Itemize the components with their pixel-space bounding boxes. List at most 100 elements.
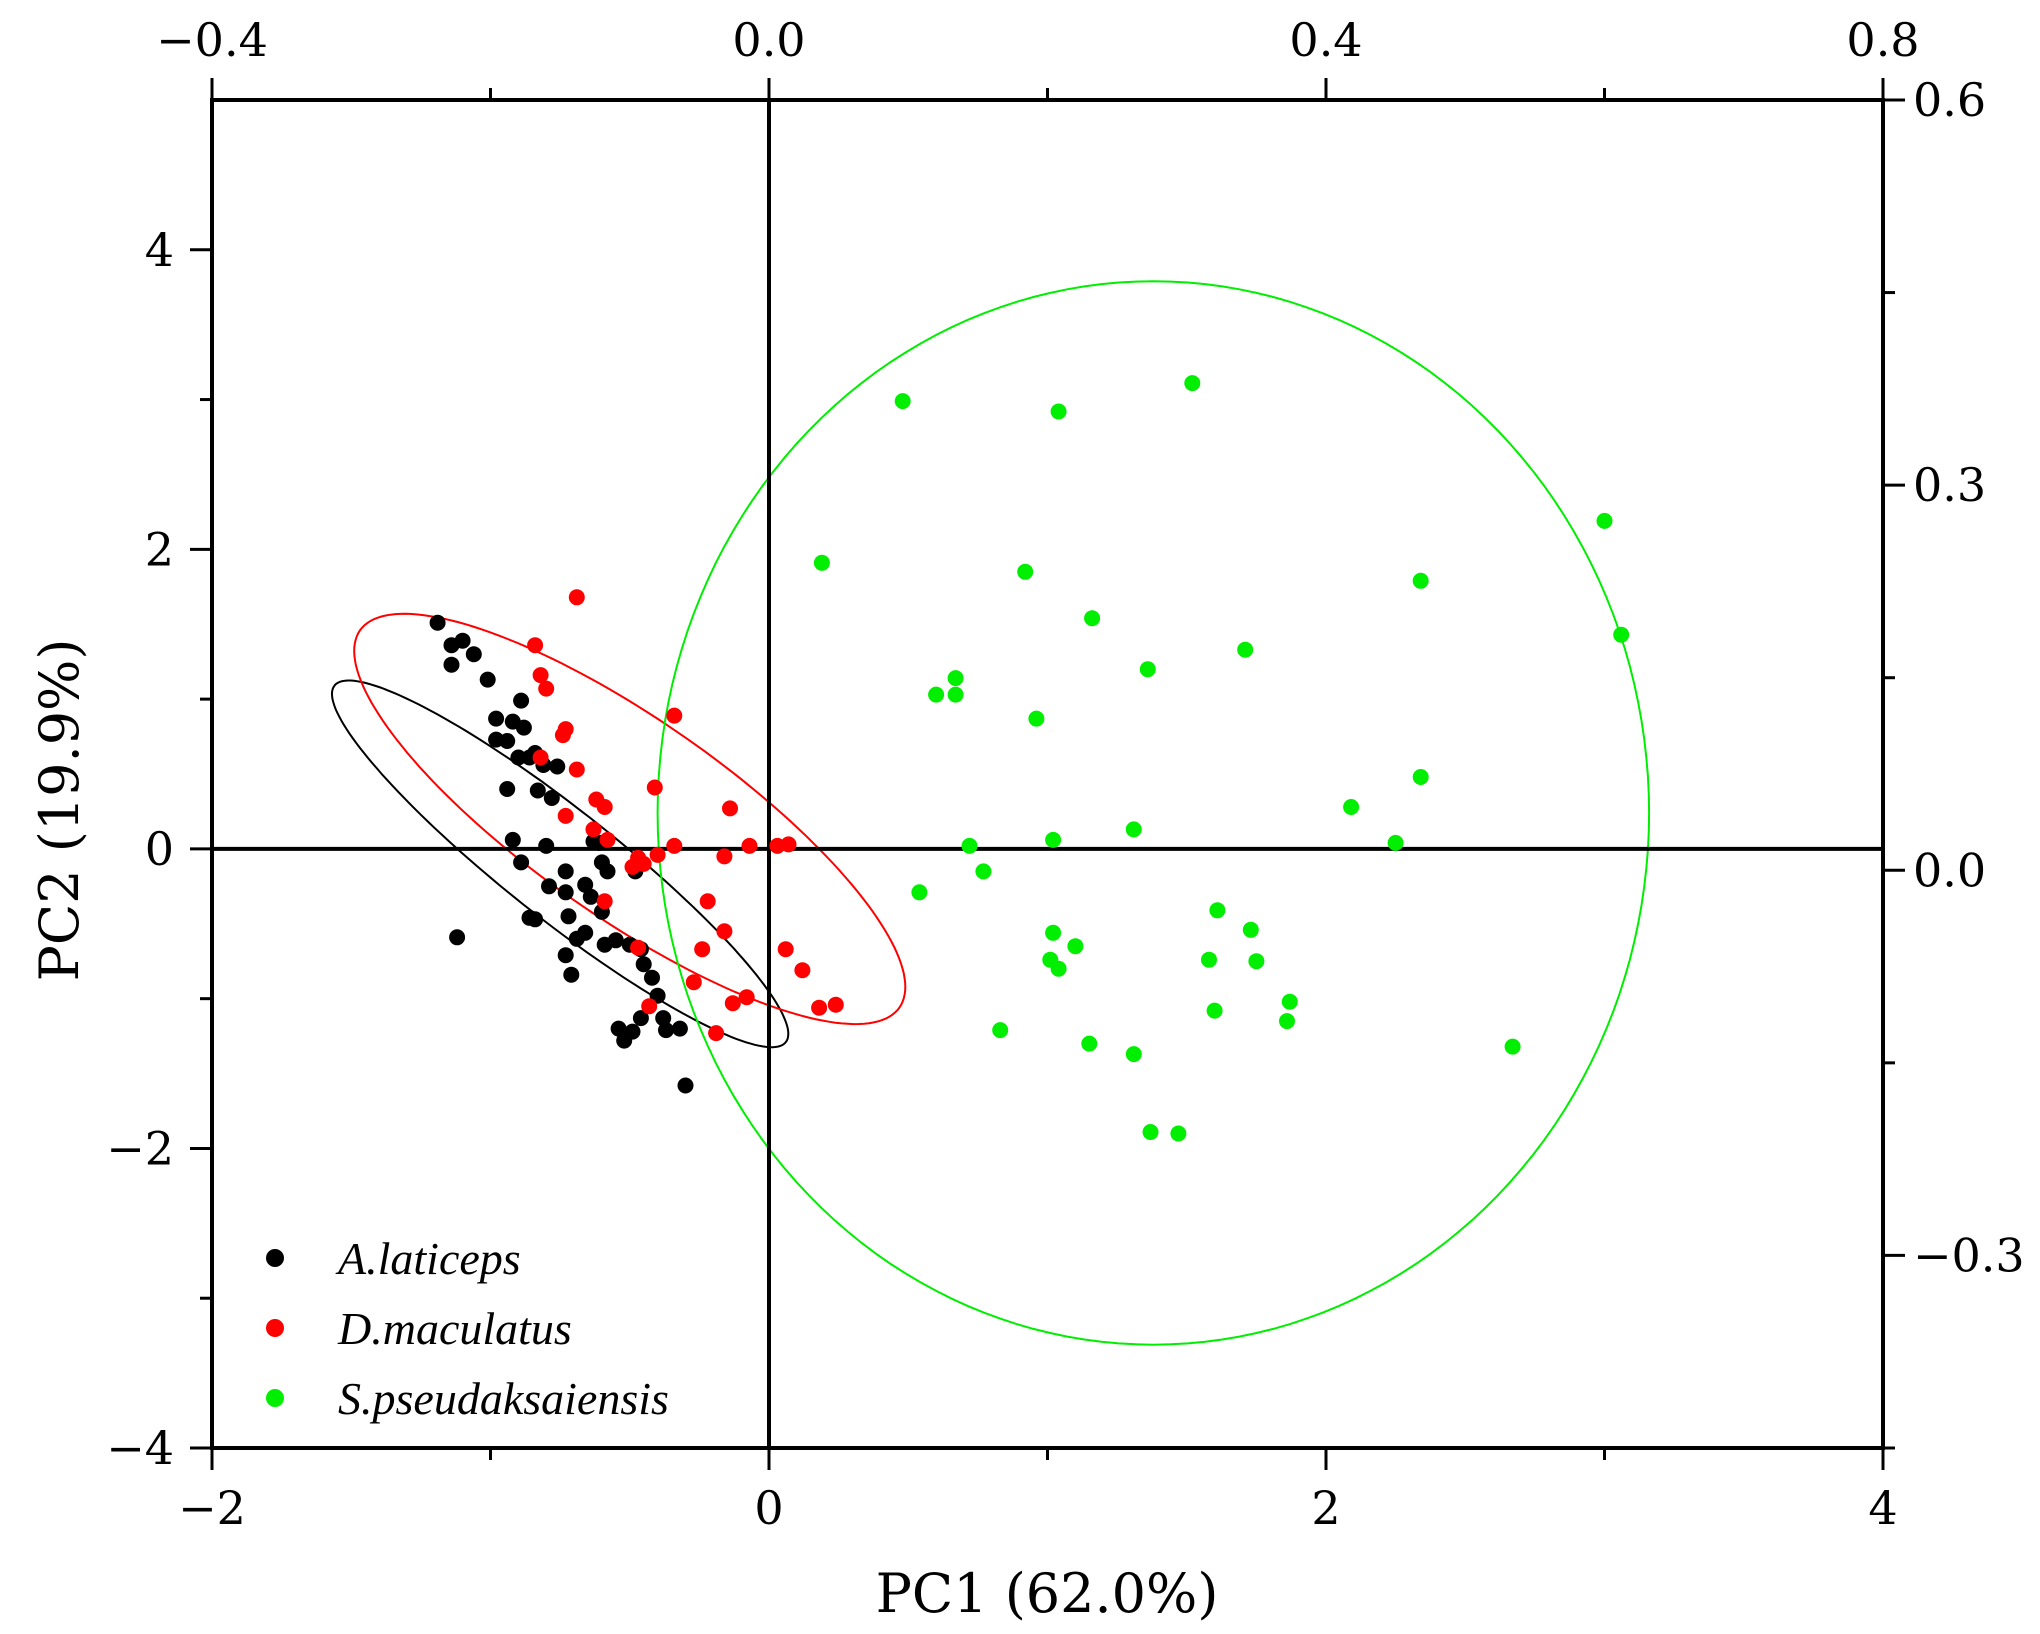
data-point [596,893,613,910]
legend-marker [266,1319,284,1337]
ellipse-s-pseudaksaiensis [656,280,1651,1346]
data-point [1504,1038,1521,1055]
data-point [499,781,516,797]
data-point [557,947,574,964]
data-point [666,837,683,854]
data-point [632,1010,649,1027]
data-point [635,956,652,973]
y-tick-label: −2 [106,1121,174,1175]
data-point [630,939,647,956]
data-point [794,962,811,979]
legend-item-d-maculatus: D.maculatus [266,1303,572,1354]
data-point [813,554,830,571]
right-tick-label: 0.3 [1913,458,1986,512]
data-point [541,878,557,895]
data-point [610,1020,627,1037]
data-point [1242,921,1259,938]
data-point [827,996,844,1013]
data-point [607,932,624,949]
data-point [538,680,555,697]
legend-item-s-pseudaksaiensis: S.pseudaksaiensis [266,1373,669,1424]
data-point [582,888,599,905]
data-point [532,667,549,684]
data-point [1045,831,1062,848]
data-point [649,846,666,863]
y-tick-label: 2 [145,522,174,576]
data-point [811,999,828,1016]
data-point [975,863,992,880]
data-point [685,974,702,991]
data-point [599,863,616,880]
data-point [560,908,577,925]
data-point [515,719,532,736]
legend-label: A.laticeps [335,1233,521,1284]
data-point [577,876,594,893]
data-point [694,941,711,958]
top-tick-label: 0.0 [732,13,805,67]
data-point [1206,1002,1223,1019]
data-point [777,941,794,958]
legend: A.laticeps D.maculatus S.pseudaksaiensis [266,1233,669,1424]
data-point [1613,626,1630,643]
data-point [1125,821,1142,838]
data-point [1017,563,1034,580]
x-tick-label: −2 [178,1481,246,1535]
data-point [1201,951,1217,968]
data-point [722,800,738,817]
data-point [568,761,585,778]
data-point [716,848,733,865]
legend-marker [266,1249,284,1267]
series-s-pseudaksaiensis [813,375,1630,1142]
data-point [708,1025,725,1042]
data-point [947,686,964,703]
y-tick-label: −4 [106,1421,174,1475]
data-point [577,924,594,941]
data-point [596,799,613,815]
x-tick-label: 2 [1311,1481,1340,1535]
data-point [1184,375,1201,392]
data-point [557,807,574,824]
series-d-maculatus [527,589,844,1042]
y-tick-label: 4 [145,223,174,277]
data-point [1050,403,1067,420]
data-point [1045,924,1062,941]
data-point [1412,769,1429,785]
data-point [449,929,466,946]
data-point [1081,1035,1098,1052]
data-point [479,671,496,688]
data-point [549,758,566,775]
legend-item-a-laticeps: A.laticeps [266,1233,521,1284]
data-point [928,686,945,703]
data-point [1387,834,1404,851]
ellipse-d-maculatus [353,612,907,1026]
data-point [563,966,580,983]
data-point [543,790,560,806]
series-a-laticeps [429,614,694,1094]
data-point [1343,799,1360,815]
legend-label: D.maculatus [337,1303,572,1354]
data-point [780,836,797,853]
data-point [992,1022,1009,1039]
top-tick-label: 0.4 [1289,13,1362,67]
data-points [429,375,1630,1142]
data-point [1237,641,1254,658]
data-point [557,863,574,880]
data-point [488,710,505,727]
axis-ticks [190,78,1905,1470]
data-point [894,393,911,410]
data-point [499,733,516,749]
right-tick-label: 0.0 [1913,843,1986,897]
x-tick-label: 4 [1868,1481,1897,1535]
data-point [738,989,755,1006]
data-point [741,837,758,854]
data-point [724,995,741,1012]
data-point [947,670,964,687]
data-point [1142,1124,1159,1140]
data-point [699,893,716,910]
data-point [616,1032,633,1049]
data-point [666,707,683,724]
data-point [1279,1013,1295,1030]
data-point [529,782,546,799]
data-point [677,1077,694,1094]
